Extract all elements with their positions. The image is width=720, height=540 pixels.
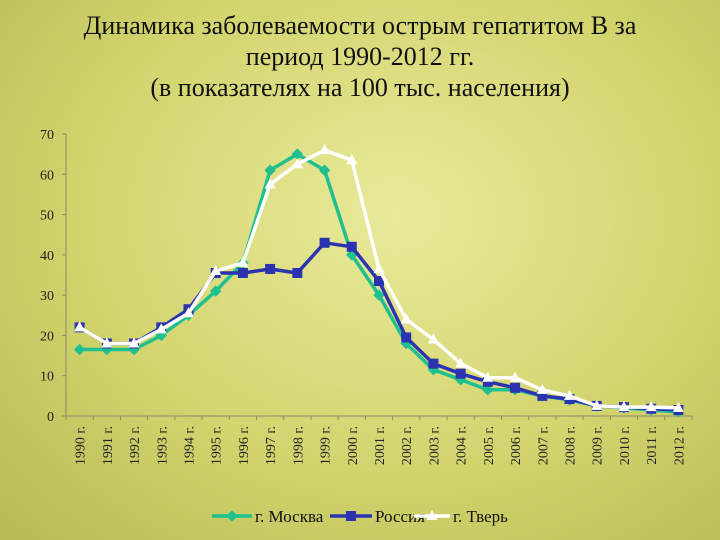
legend-label: Россия xyxy=(375,507,425,526)
y-tick-label: 40 xyxy=(40,249,54,264)
x-tick-label: 2010 г. xyxy=(618,426,633,465)
legend-marker xyxy=(346,511,356,521)
data-point xyxy=(265,263,276,274)
x-tick-label: 1994 г. xyxy=(182,426,197,465)
data-point xyxy=(374,276,384,287)
y-tick-label: 70 xyxy=(40,128,54,143)
data-point xyxy=(591,399,603,410)
data-point xyxy=(237,267,248,278)
data-point xyxy=(74,321,86,332)
y-tick-label: 10 xyxy=(40,370,54,385)
x-tick-label: 1999 г. xyxy=(319,426,334,465)
y-tick-label: 30 xyxy=(40,289,54,304)
data-point xyxy=(482,371,494,382)
data-point xyxy=(509,371,521,382)
x-tick-label: 2012 г. xyxy=(672,426,687,465)
data-point xyxy=(318,164,331,176)
data-point xyxy=(400,313,412,324)
x-tick-label: 2004 г. xyxy=(455,426,470,465)
title-line-1: Динамика заболеваемости острым гепатитом… xyxy=(83,11,637,40)
x-tick-label: 1992 г. xyxy=(128,426,143,465)
x-tick-label: 2006 г. xyxy=(509,426,524,465)
data-point xyxy=(401,332,412,343)
data-point xyxy=(373,262,385,273)
y-tick-label: 20 xyxy=(40,329,54,344)
data-point xyxy=(209,285,222,297)
data-point xyxy=(101,337,113,348)
x-tick-label: 1993 г. xyxy=(155,426,170,465)
data-point xyxy=(537,390,548,401)
title-line-3: (в показателях на 100 тыс. населения) xyxy=(150,73,570,102)
chart-title: Динамика заболеваемости острым гепатитом… xyxy=(0,10,720,103)
data-point xyxy=(510,382,521,393)
x-tick-label: 2011 г. xyxy=(645,426,660,465)
data-point xyxy=(319,144,331,155)
x-tick-label: 1995 г. xyxy=(210,426,225,465)
data-point xyxy=(618,401,630,412)
x-tick-label: 2007 г. xyxy=(536,426,551,465)
legend-marker xyxy=(226,510,238,522)
x-tick-label: 1996 г. xyxy=(237,426,252,465)
x-tick-label: 1998 г. xyxy=(291,426,306,465)
title-line-2: период 1990-2012 гг. xyxy=(245,42,475,71)
x-tick-label: 2009 г. xyxy=(591,426,606,465)
data-point xyxy=(237,256,249,267)
y-tick-label: 50 xyxy=(40,209,54,224)
data-point xyxy=(346,241,357,252)
data-point xyxy=(455,368,466,379)
data-point xyxy=(427,333,439,344)
data-point xyxy=(564,389,576,400)
legend-label: г. Тверь xyxy=(453,507,508,526)
x-tick-label: 2002 г. xyxy=(400,426,415,465)
y-tick-label: 0 xyxy=(47,410,54,425)
x-tick-label: 2008 г. xyxy=(564,426,579,465)
data-point xyxy=(264,178,276,189)
data-point xyxy=(482,376,493,387)
data-point xyxy=(210,264,222,275)
x-tick-label: 1990 г. xyxy=(74,426,89,465)
data-point xyxy=(292,267,303,278)
x-tick-label: 2001 г. xyxy=(373,426,388,465)
x-tick-label: 2005 г. xyxy=(482,426,497,465)
legend-marker xyxy=(426,510,438,520)
x-tick-label: 1997 г. xyxy=(264,426,279,465)
data-point xyxy=(346,154,358,165)
data-point xyxy=(182,307,194,318)
data-point xyxy=(536,383,548,394)
data-point xyxy=(73,343,86,356)
data-point xyxy=(645,401,657,412)
y-tick-label: 60 xyxy=(40,168,54,183)
data-point xyxy=(672,401,684,412)
data-point xyxy=(155,323,167,334)
data-point xyxy=(428,358,439,369)
x-tick-label: 2000 г. xyxy=(346,426,361,465)
legend-label: г. Москва xyxy=(255,507,324,526)
data-point xyxy=(264,164,276,176)
data-point xyxy=(482,384,494,396)
data-point xyxy=(455,357,467,368)
data-point xyxy=(128,337,140,348)
x-tick-label: 1991 г. xyxy=(101,426,116,465)
x-tick-label: 2003 г. xyxy=(427,426,442,465)
data-point xyxy=(319,237,330,248)
data-point xyxy=(373,289,385,301)
data-point xyxy=(291,158,303,169)
